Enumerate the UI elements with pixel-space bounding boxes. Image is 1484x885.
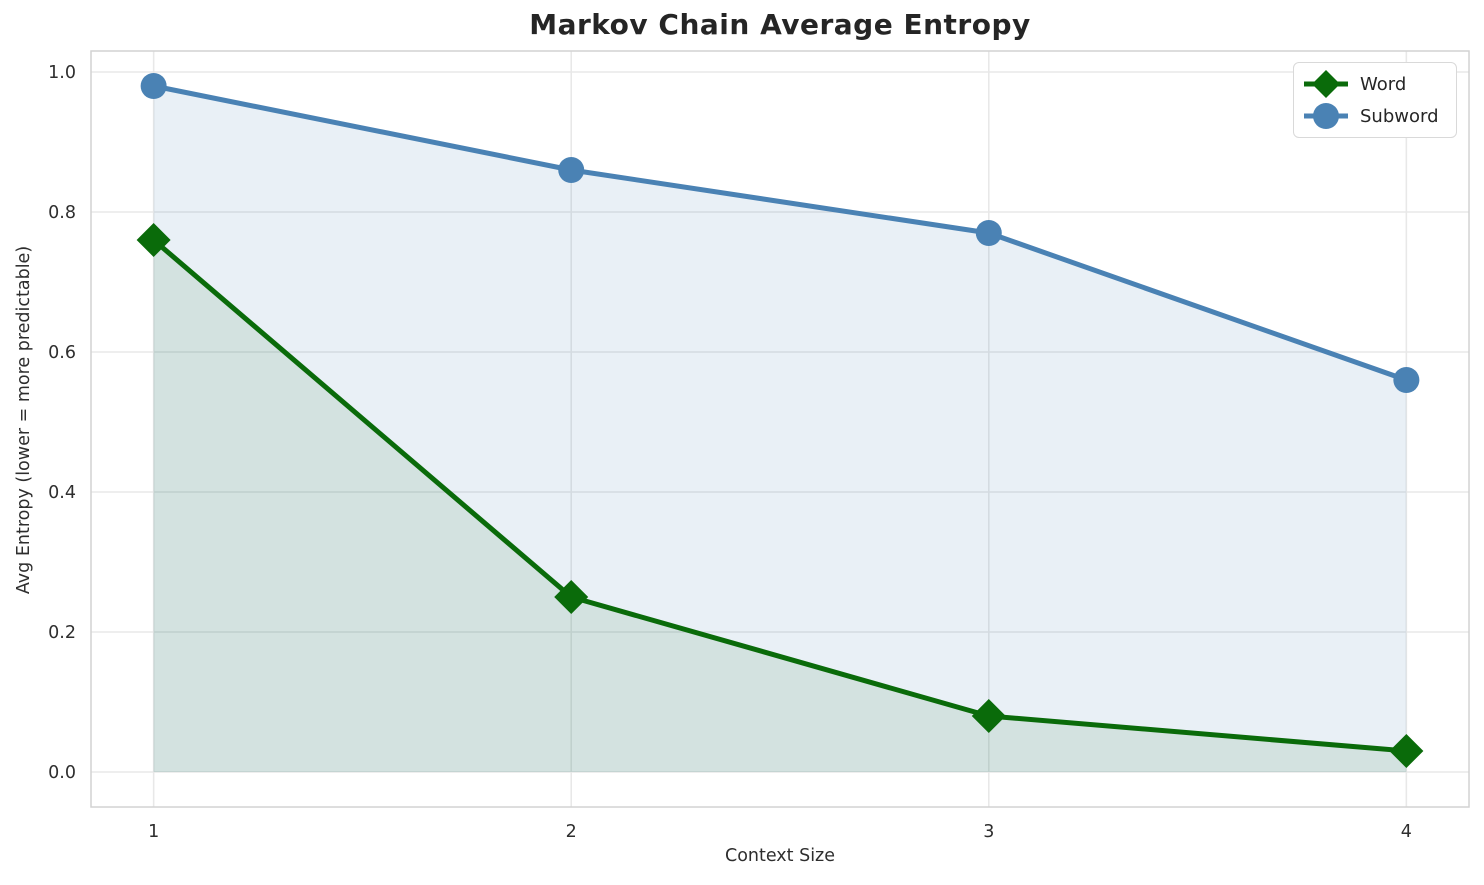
y-tick-label: 0.2	[48, 623, 76, 643]
x-tick-label: 3	[983, 822, 994, 842]
circle-marker-icon	[1304, 103, 1348, 129]
y-tick-label: 0.8	[48, 203, 76, 223]
diamond-marker-icon	[1304, 70, 1348, 98]
y-tick-label: 0.0	[48, 763, 76, 783]
data-point-word	[136, 223, 171, 257]
y-tick-label: 1.0	[48, 63, 76, 83]
x-tick-label: 1	[148, 822, 159, 842]
legend-item-subword: Subword	[1302, 101, 1446, 131]
data-point-subword	[975, 220, 1002, 246]
area-fill-subword	[153, 86, 1407, 772]
data-point-word	[971, 699, 1006, 733]
area-fill-word	[153, 240, 1407, 772]
x-axis-label: Context Size	[724, 846, 836, 866]
legend-label-word: Word	[1360, 73, 1407, 95]
x-tick-label: 2	[566, 822, 577, 842]
data-point-subword	[1393, 367, 1420, 393]
series-line-subword	[151, 83, 1409, 383]
y-axis-label: Avg Entropy (lower = more predictable)	[14, 245, 34, 595]
legend-item-word: Word	[1302, 69, 1446, 99]
series-line-word	[151, 237, 1409, 754]
y-tick-label: 0.6	[48, 343, 76, 363]
plot-border	[90, 50, 1470, 808]
y-tick-label: 0.4	[48, 483, 76, 503]
chart-title: Markov Chain Average Entropy	[529, 8, 1031, 41]
data-point-word	[554, 580, 589, 614]
legend: Word Subword	[1293, 62, 1457, 138]
x-tick-label: 4	[1401, 822, 1412, 842]
data-point-subword	[558, 157, 585, 183]
data-point-subword	[140, 73, 167, 99]
legend-label-subword: Subword	[1360, 105, 1439, 127]
data-point-word	[1389, 734, 1424, 768]
